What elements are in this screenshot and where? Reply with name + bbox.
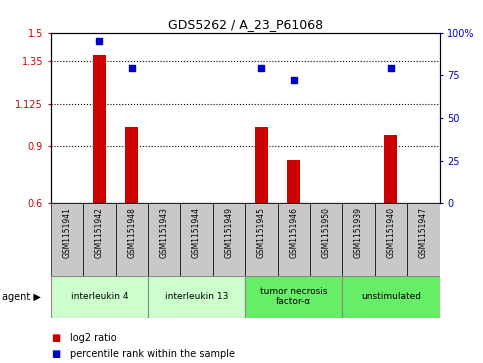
- Text: GSM1151945: GSM1151945: [257, 207, 266, 258]
- Bar: [148, 203, 180, 276]
- Text: GSM1151939: GSM1151939: [354, 207, 363, 258]
- Text: GSM1151950: GSM1151950: [322, 207, 331, 258]
- Point: [96, 38, 103, 44]
- Bar: [115, 203, 148, 276]
- Text: GSM1151942: GSM1151942: [95, 207, 104, 258]
- Text: GSM1151944: GSM1151944: [192, 207, 201, 258]
- Text: log2 ratio: log2 ratio: [70, 333, 117, 343]
- Title: GDS5262 / A_23_P61068: GDS5262 / A_23_P61068: [168, 19, 323, 32]
- Bar: [255, 127, 268, 203]
- Bar: [125, 127, 138, 203]
- Bar: [83, 203, 115, 276]
- Text: tumor necrosis
factor-α: tumor necrosis factor-α: [260, 287, 327, 306]
- Bar: [407, 203, 440, 276]
- Text: interleukin 4: interleukin 4: [71, 292, 128, 301]
- Bar: [245, 203, 278, 276]
- Bar: [51, 203, 83, 276]
- Bar: [375, 203, 407, 276]
- Text: percentile rank within the sample: percentile rank within the sample: [70, 349, 235, 359]
- Text: unstimulated: unstimulated: [361, 292, 421, 301]
- Bar: [51, 276, 148, 318]
- Bar: [287, 160, 300, 203]
- Text: agent ▶: agent ▶: [2, 292, 41, 302]
- Point: [290, 78, 298, 83]
- Bar: [93, 56, 106, 203]
- Text: interleukin 13: interleukin 13: [165, 292, 228, 301]
- Bar: [278, 203, 310, 276]
- Bar: [384, 135, 398, 203]
- Point: [128, 66, 136, 72]
- Bar: [148, 276, 245, 318]
- Text: GSM1151941: GSM1151941: [62, 207, 71, 258]
- Text: GSM1151943: GSM1151943: [159, 207, 169, 258]
- Bar: [342, 276, 440, 318]
- Point: [257, 66, 265, 72]
- Text: ■: ■: [51, 333, 60, 343]
- Point: [387, 66, 395, 72]
- Bar: [180, 203, 213, 276]
- Bar: [310, 203, 342, 276]
- Bar: [342, 203, 375, 276]
- Text: ■: ■: [51, 349, 60, 359]
- Text: GSM1151946: GSM1151946: [289, 207, 298, 258]
- Text: GSM1151949: GSM1151949: [225, 207, 233, 258]
- Bar: [245, 276, 342, 318]
- Bar: [213, 203, 245, 276]
- Text: GSM1151948: GSM1151948: [127, 207, 136, 258]
- Text: GSM1151947: GSM1151947: [419, 207, 428, 258]
- Text: GSM1151940: GSM1151940: [386, 207, 396, 258]
